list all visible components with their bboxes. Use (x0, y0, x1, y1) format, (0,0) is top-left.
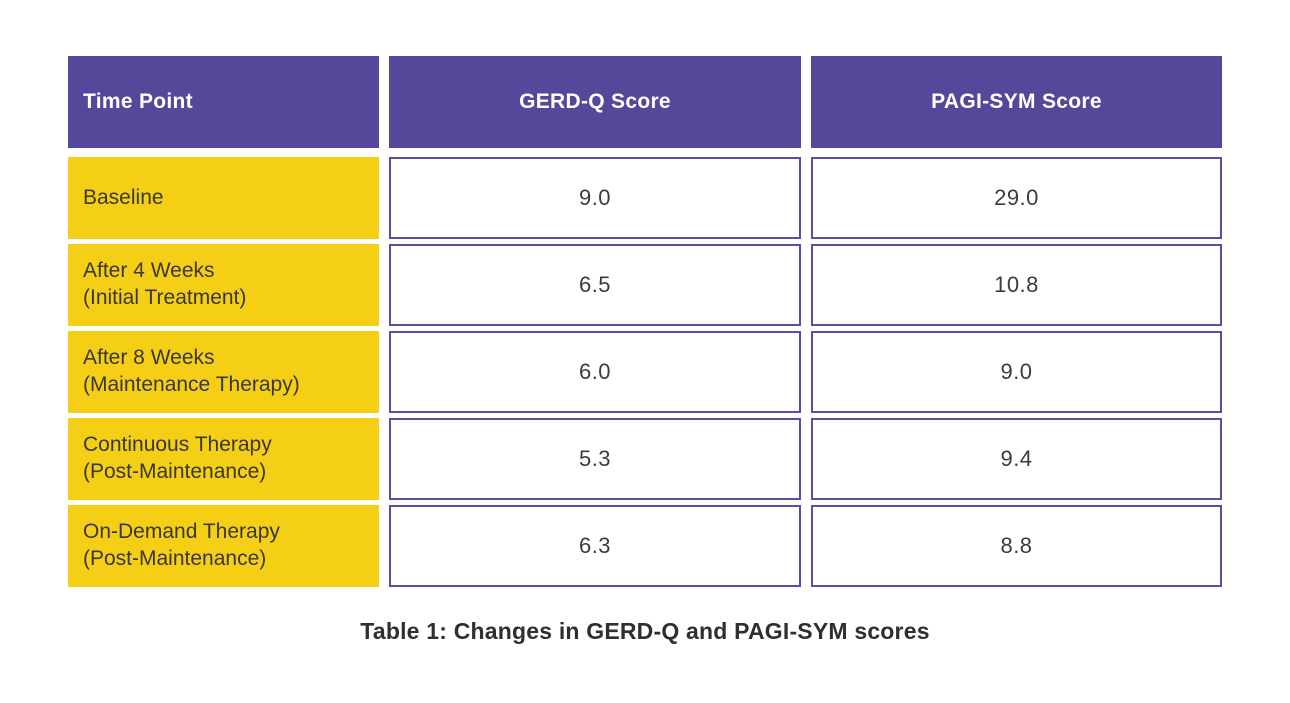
column-header-gerdq-score: GERD-Q Score (389, 56, 801, 148)
gerdq-value-baseline: 9.0 (389, 157, 801, 239)
pagisym-value-baseline: 29.0 (811, 157, 1222, 239)
pagisym-value-on-demand-therapy: 8.8 (811, 505, 1222, 587)
pagisym-value-continuous-therapy: 9.4 (811, 418, 1222, 500)
column-header-time-point: Time Point (68, 56, 379, 148)
row-label-on-demand-therapy: On-Demand Therapy (Post-Maintenance) (68, 505, 379, 587)
row-label-after-8-weeks: After 8 Weeks (Maintenance Therapy) (68, 331, 379, 413)
column-header-pagisym-score: PAGI-SYM Score (811, 56, 1222, 148)
row-label-line2: (Post-Maintenance) (83, 547, 267, 570)
row-label-line1: Baseline (83, 185, 164, 209)
row-label-line2: (Initial Treatment) (83, 286, 247, 309)
row-label-after-4-weeks: After 4 Weeks (Initial Treatment) (68, 244, 379, 326)
row-label-line1: After 8 Weeks (83, 346, 215, 370)
gerdq-value-after-8-weeks: 6.0 (389, 331, 801, 413)
scores-table: Time Point GERD-Q Score PAGI-SYM Score B… (68, 56, 1222, 587)
gerdq-value-on-demand-therapy: 6.3 (389, 505, 801, 587)
pagisym-value-after-8-weeks: 9.0 (811, 331, 1222, 413)
row-label-line1: Continuous Therapy (83, 433, 272, 457)
row-label-line2: (Post-Maintenance) (83, 460, 267, 483)
table-caption: Table 1: Changes in GERD-Q and PAGI-SYM … (360, 618, 930, 644)
row-label-continuous-therapy: Continuous Therapy (Post-Maintenance) (68, 418, 379, 500)
gerdq-value-continuous-therapy: 5.3 (389, 418, 801, 500)
gerdq-value-after-4-weeks: 6.5 (389, 244, 801, 326)
row-label-baseline: Baseline (68, 157, 379, 239)
row-label-line2: (Maintenance Therapy) (83, 373, 300, 396)
row-label-line1: After 4 Weeks (83, 259, 215, 283)
pagisym-value-after-4-weeks: 10.8 (811, 244, 1222, 326)
row-label-line1: On-Demand Therapy (83, 520, 280, 544)
